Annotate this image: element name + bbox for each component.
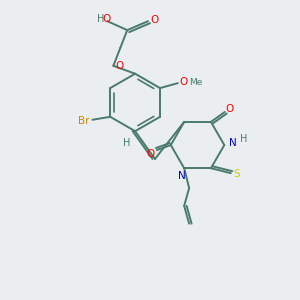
Text: H: H [97,14,104,24]
Text: O: O [115,61,123,71]
Text: O: O [180,77,188,87]
Text: S: S [233,169,240,179]
Text: H: H [122,138,130,148]
Text: O: O [102,14,110,24]
Text: N: N [229,138,237,148]
Text: H: H [240,134,248,144]
Text: Me: Me [189,78,202,87]
Text: N: N [178,171,186,181]
Text: O: O [147,149,155,159]
Text: O: O [226,104,234,114]
Text: O: O [151,15,159,25]
Text: Br: Br [78,116,89,126]
